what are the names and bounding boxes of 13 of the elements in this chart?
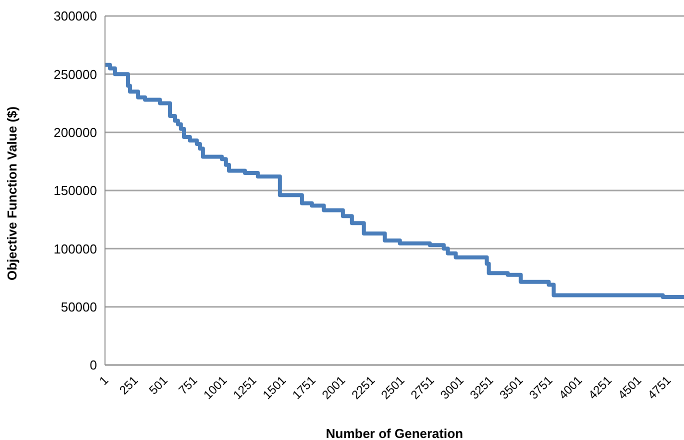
y-tick-label: 200000 bbox=[54, 124, 97, 140]
x-tick-label: 1 bbox=[96, 373, 112, 388]
x-tick-label: 251 bbox=[116, 373, 141, 398]
y-tick-label: 300000 bbox=[54, 8, 97, 24]
x-tick-label: 501 bbox=[146, 373, 171, 398]
y-axis-title: Objective Function Value ($) bbox=[4, 106, 20, 280]
y-tick-label: 50000 bbox=[60, 299, 97, 314]
y-tick-label: 100000 bbox=[54, 241, 97, 256]
y-tick-label: 150000 bbox=[54, 183, 97, 198]
y-tick-label: 0 bbox=[90, 358, 97, 373]
x-tick-label: 751 bbox=[176, 373, 200, 398]
y-tick-label: 250000 bbox=[54, 66, 97, 82]
x-axis-title: Number of Generation bbox=[326, 426, 464, 440]
